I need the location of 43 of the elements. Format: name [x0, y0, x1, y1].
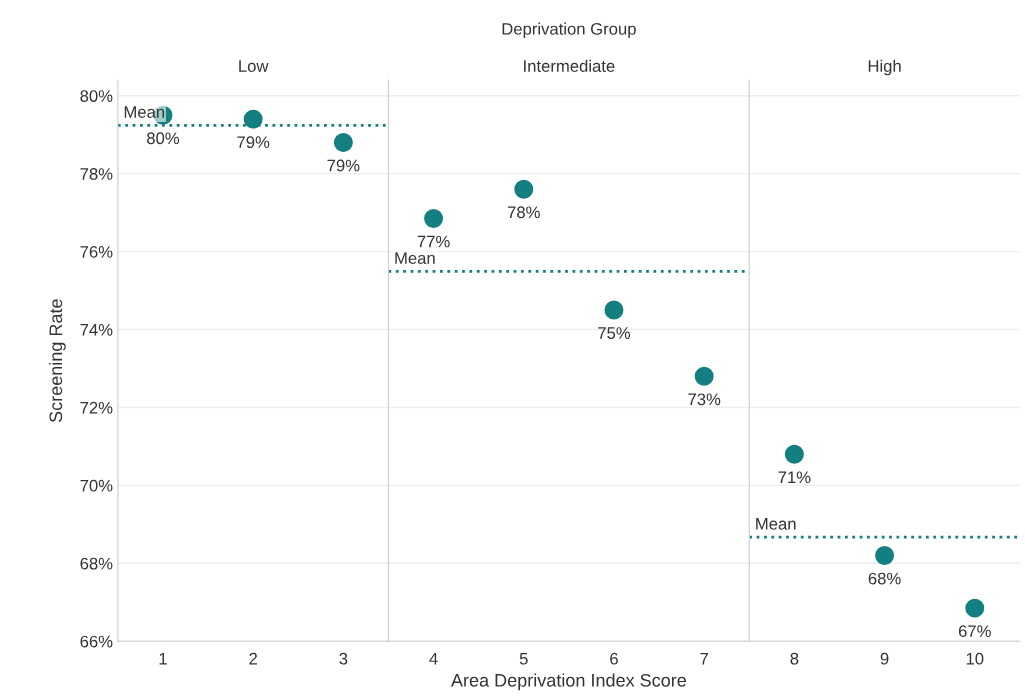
data-label: 67% [958, 625, 991, 638]
chart-title: Low [239, 60, 269, 72]
x-tick-label: 10 [966, 652, 984, 665]
chart-title: Intermediate [524, 59, 615, 72]
point [514, 179, 534, 199]
x-tick-label: 8 [790, 652, 799, 665]
x-tick-label: 2 [249, 652, 257, 665]
x-tick-label: 9 [880, 652, 889, 665]
data-label: 80% [147, 132, 180, 145]
data-label: 68% [868, 572, 901, 585]
ref-line-label: Mean [395, 252, 435, 265]
point [424, 208, 444, 228]
x-tick-label: 5 [519, 652, 528, 665]
x-axis-title: Area Deprivation Index Score [450, 673, 687, 691]
y-tick-label: 70% [80, 479, 113, 492]
x-tick-label: 3 [339, 652, 348, 665]
point [333, 133, 353, 152]
y-tick-label: 68% [80, 557, 113, 570]
point [604, 300, 624, 320]
x-tick-label: 4 [429, 652, 438, 665]
y-tick-label: 78% [80, 168, 113, 180]
chart-title: High [868, 59, 901, 76]
x-tick-label: 7 [700, 652, 708, 665]
y-axis-title: Screening Rate [48, 299, 66, 423]
y-tick-label: 72% [80, 401, 113, 414]
data-label: 77% [417, 235, 450, 248]
data-label: 75% [598, 327, 631, 339]
ref-line-label: Mean [756, 518, 796, 530]
ref-line-label: Mean [124, 106, 165, 118]
data-label: 71% [778, 471, 811, 484]
y-tick-label: 80% [80, 90, 113, 102]
data-label: 79% [327, 159, 360, 172]
data-label: 78% [507, 206, 540, 219]
x-tick-label: 1 [159, 652, 167, 665]
text: Deprivation Group [502, 22, 636, 39]
x-tick-label: 6 [610, 652, 618, 665]
data-label: 79% [237, 136, 270, 149]
data-label: 73% [688, 393, 721, 406]
y-tick-label: 66% [80, 635, 113, 648]
point [243, 109, 263, 129]
y-tick-label: 76% [80, 246, 113, 258]
y-tick-label: 74% [80, 324, 113, 336]
point [694, 366, 714, 386]
